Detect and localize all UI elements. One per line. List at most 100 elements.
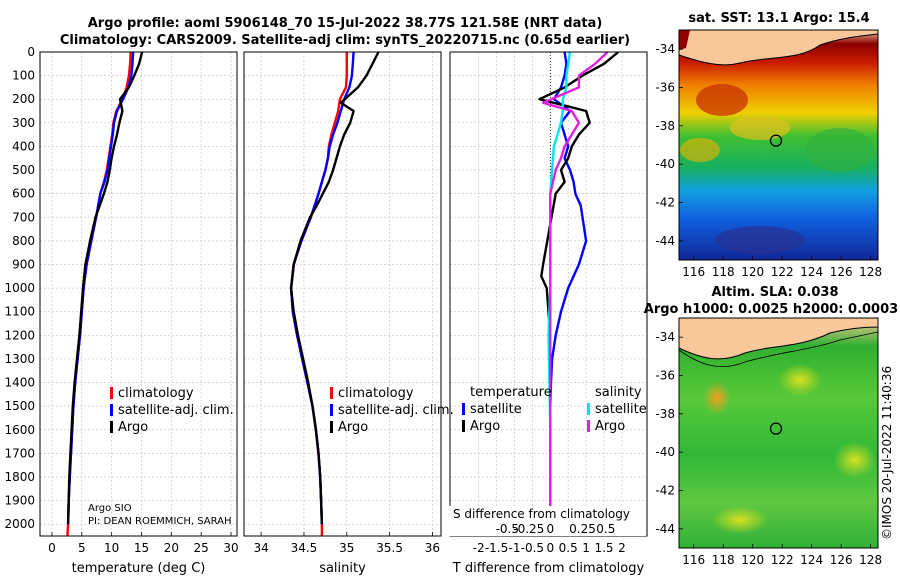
y-tick-label: 1000 [4,281,35,295]
x-axis-label: temperature (deg C) [72,561,206,576]
map-y-tick-label: -38 [655,119,675,133]
map-x-tick-label: 128 [859,553,882,567]
x-tick-label: 20 [164,541,179,555]
map-y-tick-label: -34 [655,42,675,56]
legend-swatch-argo [330,421,333,433]
s-tick-label: -0.25 [513,522,544,536]
sla-map-subtitle: Argo h1000: 0.0025 h2000: 0.0003 [644,302,898,317]
map-x-tick-label: 124 [800,265,823,279]
sla-yellow-spot [712,506,768,534]
x-tick-label: 1 [582,541,590,555]
map-y-tick-label: -36 [655,369,675,383]
temperature-legend: climatology satellite-adj. clim. Argo [110,386,234,435]
y-tick-label: 1400 [4,376,35,390]
plot-frame [39,51,238,537]
x-tick-label: 0.5 [559,541,578,555]
argo-float-marker [769,134,783,147]
legend-swatch-climatology [330,387,333,399]
map-x-tick-label: 124 [800,553,823,567]
legend-label-t-satellite: satellite [470,402,522,417]
x-tick-label: 0 [546,541,554,555]
y-tick-label: 1800 [4,470,35,484]
map-y-tick-label: -44 [655,234,675,248]
s-tick-label: -0.5 [496,522,519,536]
legend-swatch-t-argo [462,420,465,432]
y-tick-label: 300 [12,116,35,130]
x-tick-label: -0.5 [521,541,544,555]
map-y-tick-label: -38 [655,407,675,421]
y-tick-label: 1100 [4,305,35,319]
map-y-tick-label: -34 [655,330,675,344]
argo-float-marker [769,422,783,435]
imos-watermark: ©IMOS 20-Jul-2022 11:40:36 [880,366,894,540]
legend-label-satellite: satellite-adj. clim. [118,403,234,418]
x-tick-label: 34 [253,541,268,555]
map-x-tick-label: 116 [682,553,705,567]
x-axis-label: salinity [319,561,366,576]
salinity-profile-panel: 34 34.5 35 35.5 36 salinity [243,51,442,576]
map-y-tick-label: -40 [655,157,675,171]
temperature-profile-panel: 0100200300400500600700800900100011001200… [4,45,238,576]
sst-deep-blue-patch [715,226,805,254]
y-tick-label: 1700 [4,446,35,460]
sla-contour [678,331,879,368]
x-tick-label: 0 [48,541,56,555]
y-tick-label: 1900 [4,494,35,508]
y-tick-label: 900 [12,257,35,271]
sst-coastal-warm-strip [679,30,690,50]
y-tick-label: 100 [12,69,35,83]
sst-green-patch [806,128,874,172]
y-tick-label: 700 [12,210,35,224]
s-tick-label: 0.5 [596,522,615,536]
legend-label-t-argo: Argo [470,419,500,434]
y-tick-label: 200 [12,92,35,106]
x-tick-label: 30 [223,541,238,555]
credit-institution: Argo SIO [88,503,132,514]
legend-label-argo: Argo [118,420,148,435]
legend-label-satellite: satellite-adj. clim. [338,403,454,418]
map-y-tick-label: -36 [655,81,675,95]
y-tick-label: 1300 [4,352,35,366]
sla-yellow-spot [833,442,877,478]
legend-label-climatology: climatology [118,386,194,401]
map-y-tick-label: -42 [655,484,675,498]
y-tick-label: 800 [12,234,35,248]
legend-title-temperature: temperature [470,385,552,400]
x-tick-label: 2 [618,541,626,555]
sst-land-coast [678,29,879,66]
map-x-tick-label: 118 [712,265,735,279]
y-tick-label: 0 [27,45,35,59]
legend-label-climatology: climatology [338,386,414,401]
y-tick-label: 1600 [4,423,35,437]
legend-label-argo: Argo [338,420,368,435]
legend-swatch-climatology [110,387,113,399]
credit-pi: PI: DEAN ROEMMICH, SARAH [88,516,232,527]
difference-legend: temperature salinity satellite Argo sate… [462,385,647,434]
series-line-argo [66,51,144,525]
legend-swatch-satellite [330,404,333,416]
x-tick-label: 15 [134,541,149,555]
map-y-tick-label: -44 [655,522,675,536]
legend-label-s-argo: Argo [595,419,625,434]
x-tick-label: -1 [508,541,520,555]
s-axis-backdrop [446,506,646,536]
sst-warm-eddy [696,84,748,116]
x-tick-label: 36 [425,541,440,555]
plot-frame [243,51,442,537]
x-axis-label: T difference from climatology [452,561,645,576]
map-x-tick-label: 118 [712,553,735,567]
x-tick-label: 25 [194,541,209,555]
plot-frame [449,51,648,537]
legend-swatch-s-argo [587,420,590,432]
y-tick-label: 2000 [4,517,35,531]
series-line-argo [289,51,380,525]
legend-swatch-s-satellite [587,403,590,415]
x-tick-label: 35 [339,541,354,555]
series-line-s-argo [541,51,609,525]
x-tick-label: 10 [104,541,119,555]
figure-title-line1: Argo profile: aoml 5906148_70 15-Jul-202… [88,16,603,31]
map-x-tick-label: 126 [830,265,853,279]
x-tick-label: -2 [473,541,485,555]
y-tick-label: 400 [12,139,35,153]
